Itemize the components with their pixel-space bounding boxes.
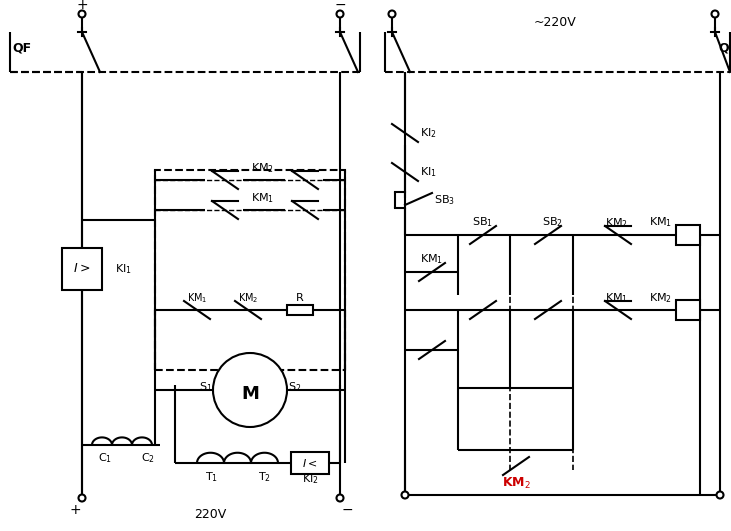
Bar: [155, 170, 345, 370]
Text: S$_2$: S$_2$: [288, 380, 301, 394]
Text: KI$_2$: KI$_2$: [302, 472, 319, 486]
Text: SB$_1$: SB$_1$: [472, 215, 493, 229]
Text: KM$_1$: KM$_1$: [605, 291, 629, 305]
Circle shape: [213, 353, 287, 427]
Text: M: M: [241, 385, 259, 403]
Text: ~220V: ~220V: [534, 15, 576, 29]
Bar: [676, 225, 700, 245]
Text: QS: QS: [718, 41, 731, 55]
Text: S$_1$: S$_1$: [199, 380, 212, 394]
Text: $I<$: $I<$: [302, 457, 318, 469]
Text: KM$_1$: KM$_1$: [420, 252, 444, 266]
Text: 220V: 220V: [194, 509, 226, 521]
Text: KI$_2$: KI$_2$: [420, 126, 437, 140]
Text: $I>$: $I>$: [73, 262, 91, 276]
Circle shape: [336, 494, 344, 501]
Text: KI$_1$: KI$_1$: [420, 165, 437, 179]
Text: KM$_1$: KM$_1$: [186, 291, 208, 305]
Text: KM$_2$: KM$_2$: [251, 161, 275, 175]
Text: KM$_1$: KM$_1$: [649, 215, 672, 229]
Text: KM$_2$: KM$_2$: [501, 475, 531, 491]
Text: KI$_1$: KI$_1$: [115, 262, 132, 276]
Circle shape: [336, 11, 344, 18]
Text: KM$_2$: KM$_2$: [605, 216, 629, 230]
Text: SB$_3$: SB$_3$: [434, 193, 455, 207]
Circle shape: [78, 11, 86, 18]
Text: KM$_2$: KM$_2$: [238, 291, 258, 305]
Text: QF: QF: [12, 41, 31, 55]
Text: KM$_2$: KM$_2$: [649, 291, 672, 305]
Circle shape: [716, 492, 724, 499]
Text: R: R: [296, 293, 304, 303]
Bar: [676, 300, 700, 320]
Text: SB$_2$: SB$_2$: [542, 215, 562, 229]
Bar: [287, 305, 313, 315]
Text: −: −: [334, 0, 346, 12]
Circle shape: [711, 11, 719, 18]
Circle shape: [388, 11, 395, 18]
Text: T$_2$: T$_2$: [259, 470, 271, 484]
Bar: [291, 452, 329, 474]
Text: T$_1$: T$_1$: [205, 470, 219, 484]
Text: −: −: [341, 503, 353, 517]
Circle shape: [78, 494, 86, 501]
Circle shape: [401, 492, 409, 499]
Text: KM$_1$: KM$_1$: [251, 191, 275, 205]
Bar: [62, 248, 102, 290]
Text: +: +: [76, 0, 88, 12]
Text: C$_2$: C$_2$: [141, 451, 155, 465]
Text: +: +: [69, 503, 81, 517]
Text: C$_1$: C$_1$: [98, 451, 112, 465]
